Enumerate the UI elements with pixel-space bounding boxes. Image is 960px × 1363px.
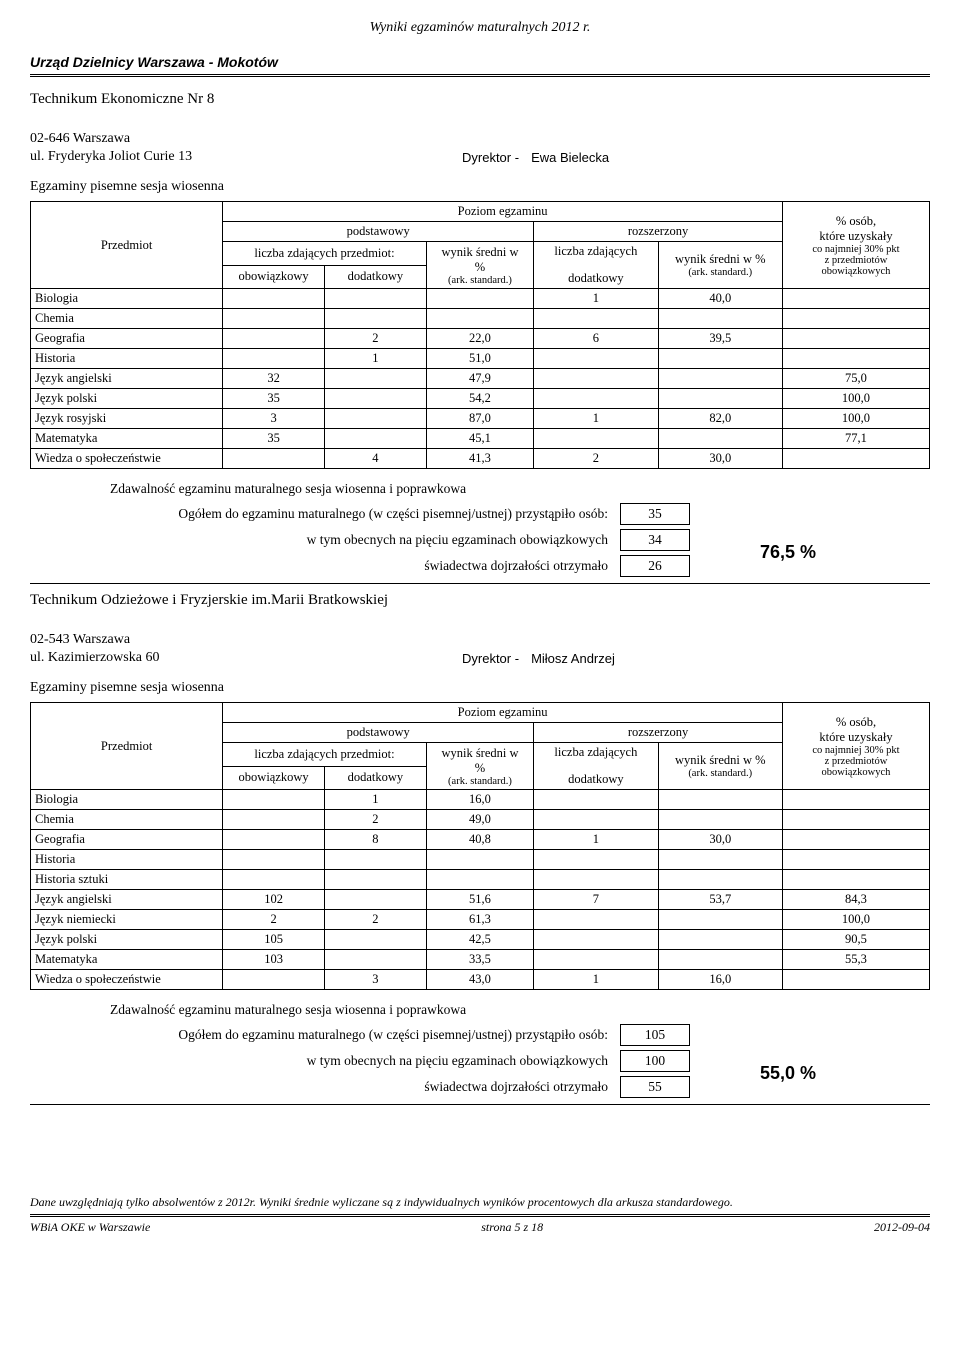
table-row: Chemia 2 49,0 [31, 810, 930, 830]
pass-cert-box: 55 [620, 1076, 690, 1098]
director-label: Dyrektor - [462, 150, 519, 165]
school-address: 02-543 Warszawaul. Kazimierzowska 60 [30, 631, 462, 666]
pass-percent: 55,0 % [760, 1063, 816, 1084]
table-row: Historia 1 51,0 [31, 349, 930, 369]
table-row: Geografia 2 22,0 6 39,5 [31, 329, 930, 349]
table-row: Biologia 1 16,0 [31, 790, 930, 810]
director-label: Dyrektor - [462, 651, 519, 666]
pass-total-box: 105 [620, 1024, 690, 1046]
table-row: Wiedza o społeczeństwie 4 41,3 2 30,0 [31, 449, 930, 469]
pass-label-present: w tym obecnych na pięciu egzaminach obow… [30, 532, 620, 548]
school-name: Technikum Odzieżowe i Fryzjerskie im.Mar… [30, 592, 930, 609]
pass-label-cert: świadectwa dojrzałości otrzymało [30, 1079, 620, 1095]
footer-divider [30, 1214, 930, 1217]
table-row: Chemia [31, 309, 930, 329]
director-name: Miłosz Andrzej [531, 651, 615, 666]
pass-present-box: 34 [620, 529, 690, 551]
table-row: Historia [31, 850, 930, 870]
section-divider [30, 583, 930, 584]
district-divider [30, 74, 930, 77]
pass-label-present: w tym obecnych na pięciu egzaminach obow… [30, 1053, 620, 1069]
school-name: Technikum Ekonomiczne Nr 8 [30, 91, 930, 108]
footer-right: 2012-09-04 [874, 1220, 930, 1235]
pass-label-total: Ogółem do egzaminu maturalnego (w części… [0, 506, 620, 522]
table-row: Biologia 1 40,0 [31, 289, 930, 309]
table-row: Język polski 105 42,5 90,5 [31, 930, 930, 950]
table-row: Język niemiecki 2 2 61,3 100,0 [31, 910, 930, 930]
results-table: Przedmiot Poziom egzaminu % osób, które … [30, 201, 930, 469]
table-row: Geografia 8 40,8 1 30,0 [31, 830, 930, 850]
table-row: Matematyka 103 33,5 55,3 [31, 950, 930, 970]
session-title: Egzaminy pisemne sesja wiosenna [30, 179, 930, 195]
footer-note: Dane uwzględniają tylko absolwentów z 20… [30, 1195, 930, 1210]
pass-present-box: 100 [620, 1050, 690, 1072]
pass-total-box: 35 [620, 503, 690, 525]
table-row: Historia sztuki [31, 870, 930, 890]
table-row: Wiedza o społeczeństwie 3 43,0 1 16,0 [31, 970, 930, 990]
district-name: Urząd Dzielnicy Warszawa - Mokotów [30, 54, 930, 70]
pass-title: Zdawalność egzaminu maturalnego sesja wi… [110, 481, 930, 497]
table-row: Język polski 35 54,2 100,0 [31, 389, 930, 409]
table-row: Język angielski 102 51,6 7 53,7 84,3 [31, 890, 930, 910]
session-title: Egzaminy pisemne sesja wiosenna [30, 680, 930, 696]
page-title: Wyniki egzaminów maturalnych 2012 r. [30, 20, 930, 36]
table-row: Matematyka 35 45,1 77,1 [31, 429, 930, 449]
results-table: Przedmiot Poziom egzaminu % osób, które … [30, 702, 930, 990]
table-row: Język angielski 32 47,9 75,0 [31, 369, 930, 389]
pass-percent: 76,5 % [760, 542, 816, 563]
pass-cert-box: 26 [620, 555, 690, 577]
section-divider [30, 1104, 930, 1105]
footer-left: WBiA OKE w Warszawie [30, 1220, 150, 1235]
pass-label-cert: świadectwa dojrzałości otrzymało [30, 558, 620, 574]
pass-label-total: Ogółem do egzaminu maturalnego (w części… [0, 1027, 620, 1043]
table-row: Język rosyjski 3 87,0 1 82,0 100,0 [31, 409, 930, 429]
school-address: 02-646 Warszawaul. Fryderyka Joliot Curi… [30, 130, 462, 165]
director-name: Ewa Bielecka [531, 150, 609, 165]
footer-center: strona 5 z 18 [481, 1220, 543, 1235]
pass-title: Zdawalność egzaminu maturalnego sesja wi… [110, 1002, 930, 1018]
